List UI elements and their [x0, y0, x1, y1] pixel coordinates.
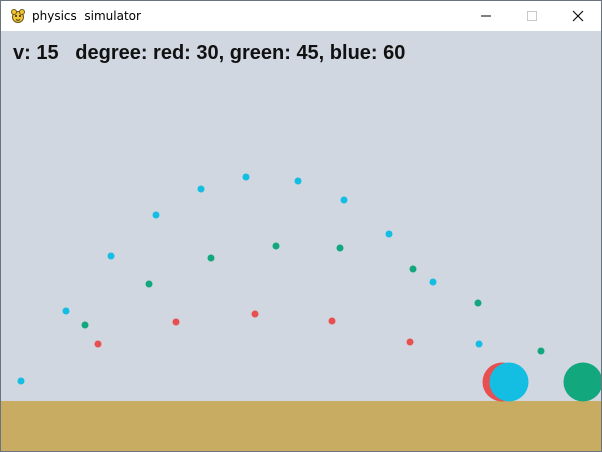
close-button[interactable] [555, 1, 601, 31]
green-ball [563, 362, 601, 402]
red-trail-dot [406, 338, 414, 346]
green-trail-dot [336, 244, 344, 252]
blue-trail-dot [152, 211, 160, 219]
blue-trail-dot [62, 307, 70, 315]
pygame-snake-icon [10, 8, 26, 24]
hud-readout: v: 15 degree: red: 30, green: 45, blue: … [13, 42, 406, 64]
ground [1, 401, 601, 451]
red-trail-dot [251, 310, 259, 318]
red-trail-dot [94, 340, 102, 348]
projectiles [482, 362, 601, 402]
blue-trail-dot [385, 230, 393, 238]
minimize-button[interactable] [463, 1, 509, 31]
green-trail-dot [409, 265, 417, 273]
blue-trail-dot [17, 377, 25, 385]
maximize-button[interactable] [509, 1, 555, 31]
blue-trail-dot [197, 185, 205, 193]
blue-trail-dot [475, 340, 483, 348]
blue-trail-dot [340, 196, 348, 204]
blue-ball [489, 362, 529, 402]
blue-trail-dot [429, 278, 437, 286]
sky-background [1, 31, 601, 401]
green-trail-dot [474, 299, 482, 307]
green-trail-dot [145, 280, 153, 288]
blue-trail-dot [107, 252, 115, 260]
blue-trail-dot [294, 177, 302, 185]
title-bar[interactable]: physics simulator [1, 1, 601, 31]
green-trail-dot [537, 347, 545, 355]
red-trail-dot [328, 317, 336, 325]
minimize-icon [481, 15, 491, 17]
green-trail-dot [207, 254, 215, 262]
green-trail-dot [81, 321, 89, 329]
window-controls [463, 1, 601, 31]
maximize-icon [527, 11, 537, 21]
red-trail-dot [172, 318, 180, 326]
trajectory-traces [17, 173, 545, 385]
close-icon [572, 10, 584, 22]
blue-trail-dot [242, 173, 250, 181]
green-trail-dot [272, 242, 280, 250]
window-title: physics simulator [32, 9, 141, 23]
